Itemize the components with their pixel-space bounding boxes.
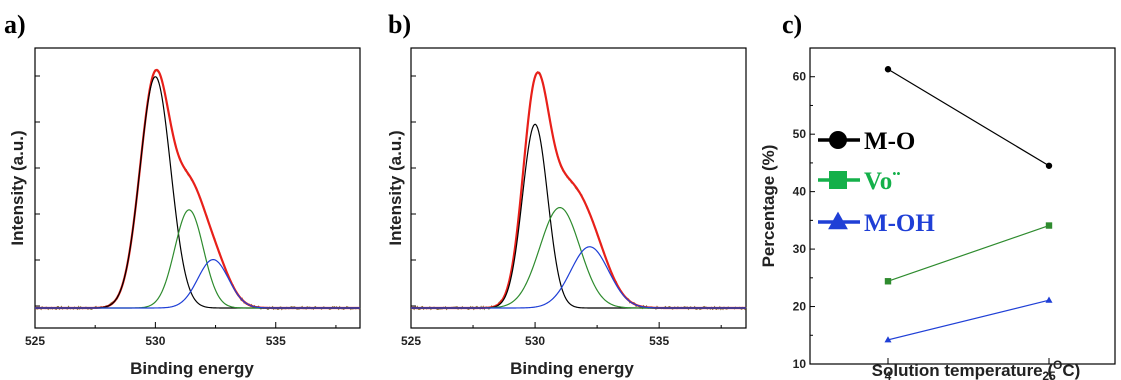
panel-b: b) 525 530 535 Binding energy Intensity (a… <box>386 10 747 378</box>
panel-b-curves <box>410 71 747 311</box>
component-vo-line <box>411 206 746 309</box>
data-point-circle <box>1045 162 1053 169</box>
component-vo-line <box>35 209 360 309</box>
x-tick-label: 525 <box>25 334 45 348</box>
legend-marker-circle <box>829 131 847 149</box>
panel-a-x-axis-title: Binding energy <box>130 359 254 378</box>
y-tick-label: 30 <box>793 242 807 256</box>
data-point-square <box>1045 222 1053 229</box>
x-tick-label: 530 <box>145 334 165 348</box>
component-moh-line <box>35 258 360 309</box>
legend-label: Vo¨ <box>864 168 901 195</box>
series-square-line <box>887 224 1050 282</box>
x-tick-label: 4 <box>885 369 892 380</box>
x-tick-label: 525 <box>401 334 421 348</box>
legend-item: M-O <box>818 128 915 155</box>
panel-c-x-ticks: 4 25 <box>885 358 1056 380</box>
fit-envelope-line <box>411 71 746 310</box>
panel-b-letter: b) <box>388 10 411 39</box>
data-point-square <box>884 278 892 285</box>
panel-b-x-axis-title: Binding energy <box>510 359 634 378</box>
panel-b-y-ticks <box>411 75 416 307</box>
data-point-triangle <box>884 336 892 343</box>
x-tick-label: 535 <box>266 334 286 348</box>
panel-a: a) 525 530 535 Binding energy Intensity (a… <box>4 10 361 378</box>
data-point-triangle <box>1045 296 1053 303</box>
panel-a-y-axis-title: Intensity (a.u.) <box>8 130 27 245</box>
legend-item: Vo¨ <box>818 168 901 195</box>
legend-marker-square <box>829 171 847 189</box>
component-mo-line <box>411 123 746 309</box>
y-tick-label: 60 <box>793 70 807 84</box>
legend-label: M-O <box>864 128 915 155</box>
legend-marker-triangle <box>828 211 848 230</box>
panel-c-y-axis-title: Percentage (%) <box>759 145 778 268</box>
series-triangle-line <box>887 299 1050 341</box>
panel-c-series <box>884 66 1053 343</box>
panel-a-x-ticks: 525 530 535 <box>25 322 337 348</box>
component-moh-line <box>411 246 746 309</box>
panel-b-y-axis-title: Intensity (a.u.) <box>386 130 405 245</box>
panel-a-y-ticks <box>35 75 40 307</box>
y-tick-label: 40 <box>793 185 807 199</box>
panel-c-y-ticks: 10 20 30 40 50 60 <box>793 70 815 371</box>
panel-c-plot-frame <box>809 47 1116 365</box>
panel-a-plot-frame <box>34 47 361 329</box>
series-circle-line <box>887 68 1050 167</box>
y-tick-label: 10 <box>793 357 807 371</box>
x-tick-label: 25 <box>1042 369 1056 380</box>
panel-c-x-axis-title: Solution temperature (OC) <box>872 358 1081 380</box>
panel-a-letter: a) <box>4 10 26 39</box>
panel-b-x-ticks: 525 530 535 <box>401 322 722 348</box>
legend-label: M-OH <box>864 210 935 237</box>
panel-a-curves <box>34 68 361 311</box>
y-tick-label: 20 <box>793 300 807 314</box>
panel-c-letter: c) <box>782 10 802 39</box>
panel-c-legend: M-O Vo¨ M-OH <box>818 128 935 237</box>
x-tick-label: 535 <box>649 334 669 348</box>
panel-c: c) 10 20 30 40 50 60 4 25 M-O Vo¨ M-OH Percentag… <box>759 10 1116 380</box>
data-point-circle <box>884 66 892 73</box>
panel-b-plot-frame <box>410 47 747 329</box>
y-tick-label: 50 <box>793 127 807 141</box>
x-tick-label: 530 <box>525 334 545 348</box>
legend-item: M-OH <box>818 210 935 237</box>
fit-envelope-line <box>35 68 360 310</box>
